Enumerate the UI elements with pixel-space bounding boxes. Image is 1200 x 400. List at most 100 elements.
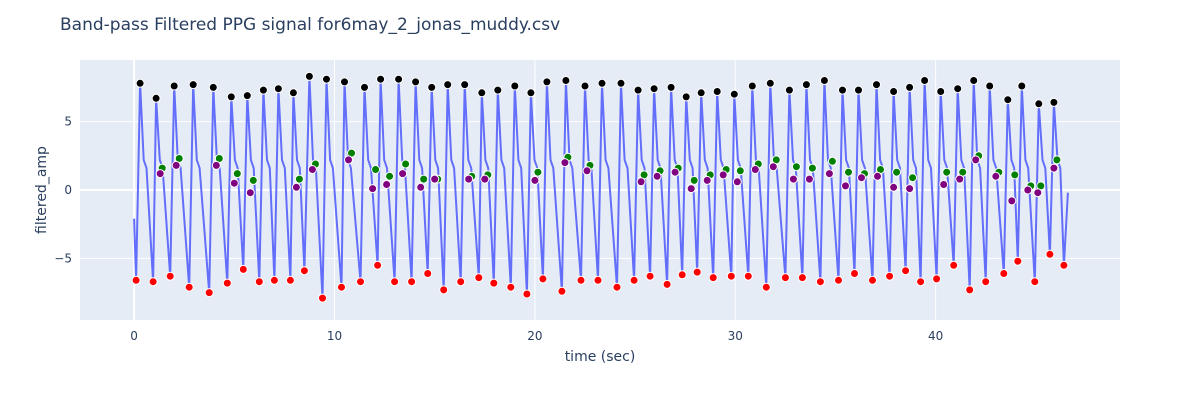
peak-marker [526, 88, 536, 98]
diastolic-marker [844, 167, 853, 177]
notch-marker [398, 169, 408, 179]
peak-marker [784, 85, 794, 95]
trough-marker [1045, 249, 1055, 259]
peak-marker [226, 92, 236, 102]
peak-marker [920, 76, 930, 85]
peak-marker [633, 85, 643, 95]
trough-marker [662, 279, 672, 289]
notch-marker [971, 155, 981, 165]
trough-marker [423, 269, 433, 278]
notch-marker [171, 160, 181, 170]
peak-marker [854, 85, 863, 95]
peak-marker [905, 82, 915, 92]
peak-marker [340, 77, 349, 87]
peak-marker [394, 74, 404, 84]
x-tick-label: 0 [130, 329, 138, 343]
notch-marker [824, 169, 834, 179]
peak-marker [838, 85, 847, 95]
peak-marker [1034, 99, 1044, 109]
trough-marker [797, 273, 807, 283]
peak-marker [889, 87, 899, 96]
diastolic-marker [419, 174, 429, 184]
notch-marker [991, 171, 1001, 181]
markers-layer [131, 71, 1069, 303]
trough-marker [692, 267, 702, 277]
trough-marker [222, 278, 232, 288]
peak-marker [616, 78, 626, 88]
peak-marker [936, 87, 946, 96]
peak-marker [151, 93, 161, 103]
notch-marker [382, 180, 392, 189]
trough-marker [834, 275, 843, 285]
notch-marker [718, 170, 728, 180]
trough-marker [557, 286, 567, 296]
peak-marker [135, 78, 145, 88]
trough-marker [743, 271, 753, 281]
peak-marker [542, 77, 552, 87]
notch-marker [1049, 163, 1059, 173]
peak-marker [580, 81, 590, 91]
trough-marker [708, 273, 718, 283]
peak-marker [460, 80, 470, 90]
peak-marker [169, 81, 179, 91]
diastolic-marker [248, 175, 258, 185]
peak-marker [493, 85, 503, 95]
peak-marker [376, 74, 386, 84]
peak-marker [712, 87, 722, 96]
notch-marker [857, 173, 866, 183]
trough-marker [981, 277, 991, 287]
y-axis-label: filtered_amp [34, 146, 50, 234]
trough-marker [407, 277, 417, 287]
trough-marker [901, 266, 911, 276]
trough-marker [285, 275, 295, 285]
trough-marker [165, 271, 175, 281]
peak-marker [188, 80, 198, 90]
trough-marker [949, 260, 959, 270]
x-tick-label: 30 [728, 329, 743, 343]
peak-marker [666, 82, 676, 92]
notch-marker [1033, 188, 1043, 198]
notch-marker [211, 160, 221, 170]
peak-marker [747, 81, 757, 91]
peak-marker [696, 88, 706, 98]
peak-marker [242, 91, 252, 101]
diastolic-marker [908, 173, 918, 183]
notch-marker [530, 175, 540, 185]
x-tick-label: 10 [327, 329, 342, 343]
notch-marker [652, 171, 662, 181]
peak-marker [288, 88, 298, 98]
peak-marker [1049, 97, 1059, 107]
diastolic-marker [689, 175, 699, 185]
peak-marker [765, 78, 775, 88]
notch-marker [788, 174, 798, 184]
trough-marker [1013, 256, 1023, 266]
peak-marker [1003, 95, 1013, 105]
trough-marker [474, 273, 484, 283]
peak-marker [872, 80, 881, 90]
notch-marker [702, 175, 712, 185]
notch-marker [416, 182, 426, 192]
notch-marker [905, 184, 915, 194]
y-tick-label: 5 [64, 115, 72, 129]
trough-marker [932, 274, 942, 284]
notch-marker [732, 177, 742, 187]
peak-marker [649, 84, 659, 94]
x-tick-label: 20 [527, 329, 542, 343]
notch-marker [344, 155, 353, 165]
notch-marker [1023, 185, 1033, 195]
diastolic-marker [807, 163, 817, 173]
notch-marker [768, 162, 778, 172]
trough-marker [593, 275, 603, 285]
diastolic-marker [294, 174, 304, 184]
trough-marker [868, 275, 877, 285]
notch-marker [291, 182, 301, 192]
peak-marker [411, 77, 421, 87]
peak-marker [360, 82, 369, 92]
notch-marker [670, 167, 680, 177]
trough-marker [645, 271, 655, 281]
diastolic-marker [371, 165, 381, 174]
peak-marker [969, 76, 979, 85]
trough-marker [761, 282, 771, 292]
trough-marker [390, 277, 400, 287]
